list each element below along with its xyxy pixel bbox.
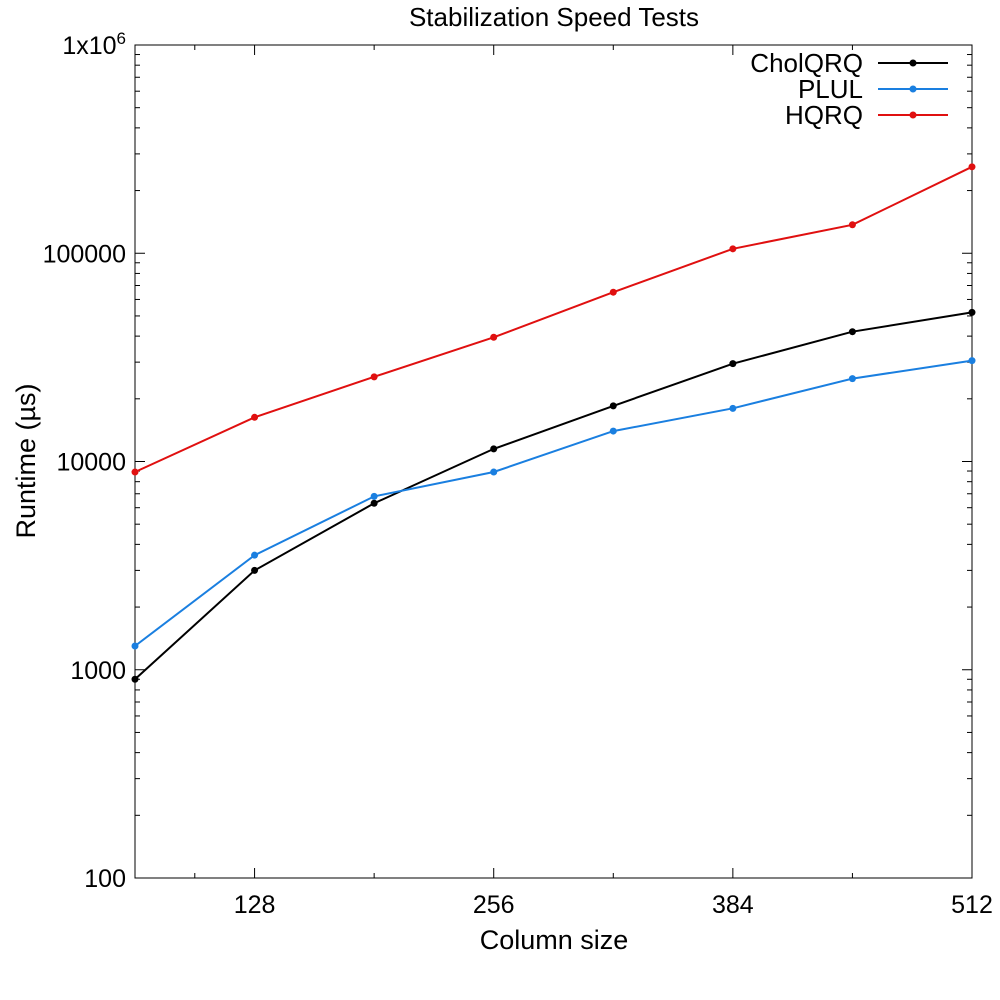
data-point-hqrq [370,373,378,381]
data-point-plul [609,427,617,435]
data-point-cholqrq [490,445,498,453]
data-point-plul [251,551,259,559]
x-tick-label: 512 [951,891,993,919]
y-tick-label: 100000 [43,240,126,268]
data-point-plul [848,375,856,383]
data-point-cholqrq [609,402,617,410]
chart-title: Stabilization Speed Tests [409,2,699,32]
data-point-hqrq [251,413,259,421]
series-line-hqrq [134,165,973,473]
y-axis-title: Runtime (µs) [11,383,41,538]
data-point-hqrq [131,468,139,476]
data-point-cholqrq [251,566,259,574]
y-tick-label: 1x106 [62,29,126,60]
legend-marker-hqrq [909,111,917,119]
y-tick-label: 1000 [70,657,126,685]
data-point-cholqrq [848,328,856,336]
data-point-plul [131,642,139,650]
legend-label-cholqrq: CholQRQ [750,48,863,78]
x-tick-label: 384 [712,891,754,919]
y-tick-label: 100 [84,865,126,893]
series-line-cholqrq [134,311,973,681]
legend-label-hqrq: HQRQ [785,100,863,130]
data-point-cholqrq [131,675,139,683]
x-tick-label: 256 [473,891,515,919]
legend-label-plul: PLUL [798,74,863,104]
y-tick-label: 10000 [56,449,126,477]
legend-marker-plul [909,85,917,93]
data-point-plul [490,468,498,476]
data-point-hqrq [968,163,976,171]
y-tick-label-exponent: 6 [117,29,126,48]
data-point-cholqrq [729,360,737,368]
x-axis-title: Column size [480,925,629,955]
x-tick-label: 128 [234,891,276,919]
series-line-plul [134,359,973,647]
legend-marker-cholqrq [909,59,917,67]
data-point-plul [968,357,976,365]
data-point-plul [370,492,378,500]
data-point-hqrq [848,221,856,229]
data-point-cholqrq [370,499,378,507]
data-point-plul [729,404,737,412]
data-point-cholqrq [968,308,976,316]
plot-frame [134,44,973,879]
data-point-hqrq [609,288,617,296]
data-point-hqrq [729,245,737,253]
data-point-hqrq [490,333,498,341]
